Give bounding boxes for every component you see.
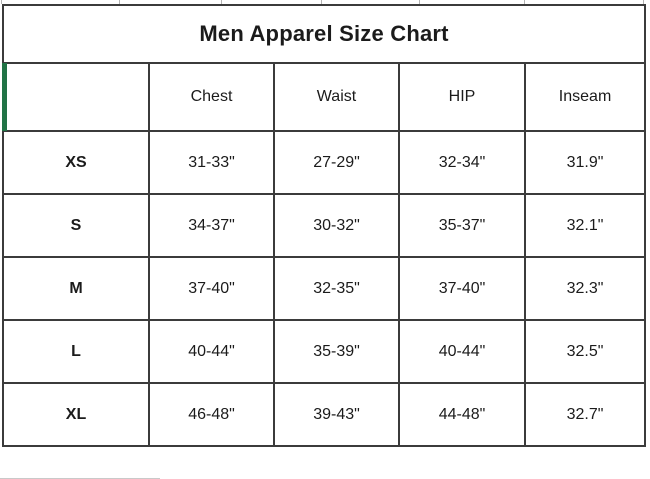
header-row: Chest Waist HIP Inseam bbox=[2, 62, 647, 132]
cell-xs-inseam: 31.9" bbox=[523, 130, 647, 195]
column-header-inseam: Inseam bbox=[523, 62, 647, 132]
cell-m-chest: 37-40" bbox=[148, 256, 275, 321]
cell-s-hip: 35-37" bbox=[398, 193, 526, 258]
column-header-waist: Waist bbox=[273, 62, 400, 132]
cell-xs-waist: 27-29" bbox=[273, 130, 400, 195]
gridline-tick bbox=[119, 0, 120, 4]
cell-s-inseam: 32.1" bbox=[523, 193, 647, 258]
table-row-xs: XS 31-33" 27-29" 32-34" 31.9" bbox=[2, 130, 647, 195]
row-label-xl: XL bbox=[2, 382, 150, 447]
cell-l-hip: 40-44" bbox=[398, 319, 526, 384]
gridline-tick bbox=[419, 0, 420, 4]
cell-l-waist: 35-39" bbox=[273, 319, 400, 384]
partial-gridlines-top bbox=[1, 0, 645, 4]
cell-xl-hip: 44-48" bbox=[398, 382, 526, 447]
cell-m-hip: 37-40" bbox=[398, 256, 526, 321]
gridline-tick bbox=[221, 0, 222, 4]
cell-xl-waist: 39-43" bbox=[273, 382, 400, 447]
size-chart-table: Men Apparel Size Chart Chest Waist HIP I… bbox=[1, 4, 647, 447]
cell-m-waist: 32-35" bbox=[273, 256, 400, 321]
selection-accent-bar bbox=[2, 63, 7, 131]
row-label-xs: XS bbox=[2, 130, 150, 195]
row-label-s: S bbox=[2, 193, 150, 258]
cell-xl-inseam: 32.7" bbox=[523, 382, 647, 447]
cell-xs-hip: 32-34" bbox=[398, 130, 526, 195]
gridline-tick bbox=[643, 0, 644, 4]
table-row-s: S 34-37" 30-32" 35-37" 32.1" bbox=[2, 193, 647, 258]
cell-xl-chest: 46-48" bbox=[148, 382, 275, 447]
gridline-tick bbox=[524, 0, 525, 4]
row-label-l: L bbox=[2, 319, 150, 384]
header-corner-cell bbox=[2, 62, 150, 132]
table-title: Men Apparel Size Chart bbox=[1, 4, 647, 64]
column-header-hip: HIP bbox=[398, 62, 526, 132]
gridline-tick bbox=[1, 0, 2, 4]
title-row: Men Apparel Size Chart bbox=[1, 4, 647, 64]
table-row-m: M 37-40" 32-35" 37-40" 32.3" bbox=[2, 256, 647, 321]
cell-l-chest: 40-44" bbox=[148, 319, 275, 384]
table-row-xl: XL 46-48" 39-43" 44-48" 32.7" bbox=[2, 382, 647, 447]
cell-m-inseam: 32.3" bbox=[523, 256, 647, 321]
gridline-tick bbox=[321, 0, 322, 4]
cell-s-chest: 34-37" bbox=[148, 193, 275, 258]
cell-xs-chest: 31-33" bbox=[148, 130, 275, 195]
cell-s-waist: 30-32" bbox=[273, 193, 400, 258]
cell-l-inseam: 32.5" bbox=[523, 319, 647, 384]
row-label-m: M bbox=[2, 256, 150, 321]
column-header-chest: Chest bbox=[148, 62, 275, 132]
table-row-l: L 40-44" 35-39" 40-44" 32.5" bbox=[2, 319, 647, 384]
